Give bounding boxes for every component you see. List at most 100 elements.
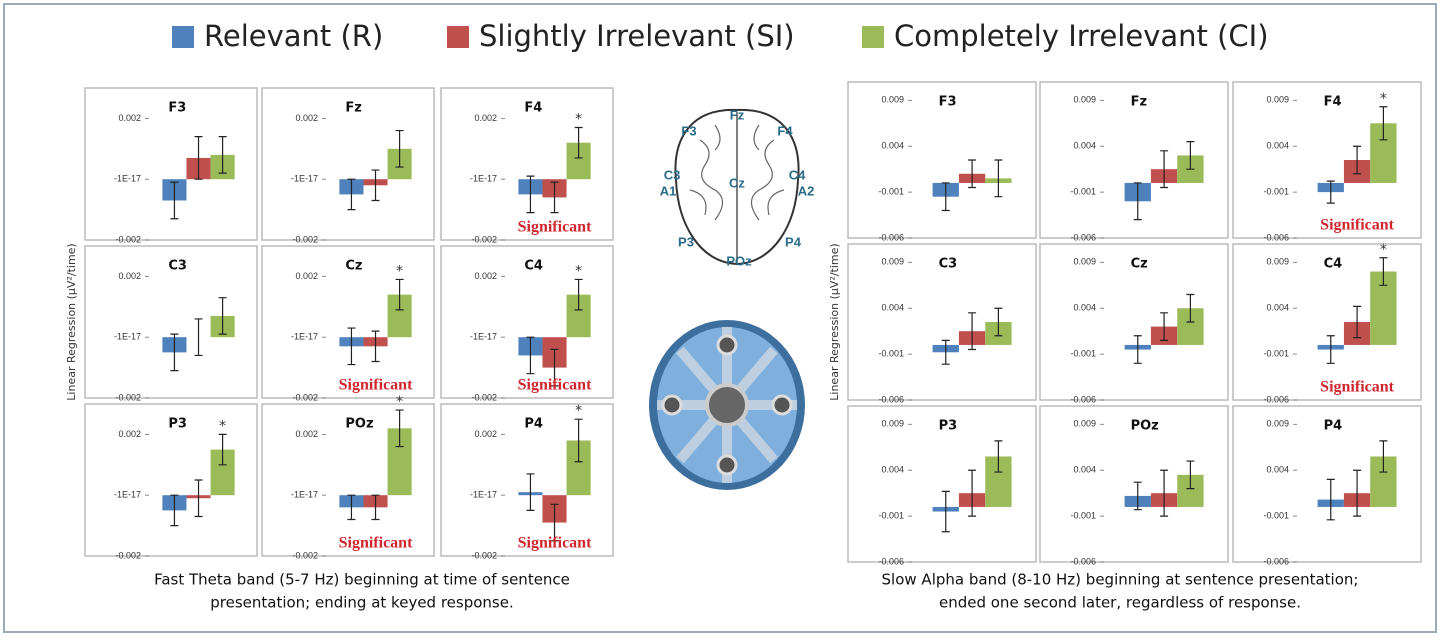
y-tick-label: -0.001 — [878, 510, 904, 520]
error-bar — [994, 307, 1003, 337]
y-tick-label: 0.004 — [881, 141, 904, 151]
y-tick-label: 0.004 — [1266, 303, 1289, 313]
error-bar — [347, 494, 356, 521]
legend-label: Slightly Irrelevant (SI) — [479, 19, 795, 53]
y-tick-label: -1E-17 — [291, 490, 318, 500]
y-tick-label: -0.001 — [1263, 348, 1289, 358]
subplot: 0.009 0.004 -0.001 -0.006 P3 — [847, 405, 1037, 566]
subplot: 0.002 -1E-17 -0.002 Fz — [261, 87, 435, 244]
error-bar — [1133, 182, 1142, 221]
y-tick-label: 0.009 — [881, 257, 904, 267]
electrode-label: C4 — [789, 167, 806, 182]
y-tick-label: -1E-17 — [114, 490, 141, 500]
y-tick-label: -0.002 — [292, 392, 318, 402]
subplot: 0.002 -1E-17 -0.002 C3 — [84, 245, 258, 402]
cap-photo — [649, 320, 805, 490]
subplot: 0.002 -1E-17 -0.002 POz * Significant — [261, 394, 435, 560]
error-bar — [968, 312, 977, 351]
y-tick-label: -0.001 — [878, 186, 904, 196]
subplot-title: Fz — [345, 101, 361, 116]
subplot-frame — [847, 81, 1037, 239]
y-tick-label: -1E-17 — [291, 332, 318, 342]
error-bar — [550, 181, 559, 214]
error-bar — [1186, 141, 1195, 170]
y-tick-label: -1E-17 — [114, 174, 141, 184]
electrode-label: A2 — [798, 183, 815, 198]
subplot-title: Fz — [1131, 95, 1147, 110]
electrode-label: Cz — [729, 175, 745, 190]
y-tick-label: -0.002 — [292, 550, 318, 560]
y-tick-label: 0.009 — [1266, 419, 1289, 429]
error-bar — [1186, 293, 1195, 323]
y-tick-label: 0.009 — [881, 419, 904, 429]
error-bar — [968, 159, 977, 189]
electrode-label: A1 — [660, 183, 677, 198]
y-tick-label: 0.004 — [881, 303, 904, 313]
subplot: 0.002 -1E-17 -0.002 F4 * Significant — [440, 87, 614, 244]
electrode-label: F3 — [681, 123, 696, 138]
error-bar — [968, 469, 977, 517]
y-tick-label: 0.004 — [1073, 141, 1096, 151]
error-bar — [1379, 257, 1388, 286]
error-bar — [395, 409, 404, 448]
y-tick-label: -0.002 — [115, 392, 141, 402]
y-tick-label: 0.002 — [118, 429, 141, 439]
y-tick-label: -0.002 — [471, 234, 497, 244]
subplot: 0.009 0.004 -0.001 -0.006 C3 — [847, 243, 1037, 404]
significance-label: Significant — [518, 219, 592, 236]
y-tick-label: -0.006 — [878, 232, 904, 242]
subplot: 0.002 -1E-17 -0.002 P3 * — [84, 403, 258, 560]
significance-star: * — [219, 418, 226, 434]
legend-label: Relevant (R) — [204, 19, 383, 53]
legend-label: Completely Irrelevant (CI) — [894, 19, 1269, 53]
error-bar — [994, 440, 1003, 473]
subplot-title: P3 — [939, 419, 958, 434]
y-tick-label: 0.009 — [1266, 95, 1289, 105]
subplot-title: F4 — [1324, 95, 1342, 110]
legend-swatch — [447, 26, 469, 48]
y-tick-label: -1E-17 — [470, 174, 497, 184]
subplot-title: F3 — [168, 101, 186, 116]
electrode-label: Fz — [730, 107, 745, 122]
caption: Slow Alpha band (8-10 Hz) beginning at s… — [882, 571, 1359, 589]
subplot: 0.002 -1E-17 -0.002 C4 * Significant — [440, 245, 614, 402]
caption: ended one second later, regardless of re… — [939, 594, 1301, 612]
caption: presentation; ending at keyed response. — [210, 594, 514, 612]
error-bar — [1326, 335, 1335, 364]
electrode-label: P4 — [785, 234, 802, 249]
y-tick-label: -0.002 — [115, 550, 141, 560]
significance-star: * — [396, 394, 403, 410]
y-tick-label: 0.002 — [118, 271, 141, 281]
y-axis-label: Linear Regression (μV²/time) — [828, 243, 841, 400]
significance-star: * — [396, 263, 403, 279]
y-tick-label: 0.004 — [1266, 141, 1289, 151]
error-bar — [194, 479, 203, 518]
significance-label: Significant — [1320, 217, 1394, 234]
electrode-label: P3 — [678, 234, 694, 249]
significance-star: * — [1380, 242, 1387, 258]
error-bar — [941, 339, 950, 365]
subplot: 0.009 0.004 -0.001 -0.006 Cz — [1039, 243, 1229, 404]
significance-star: * — [575, 403, 582, 419]
subplot-frame — [440, 245, 614, 399]
caption: Fast Theta band (5-7 Hz) beginning at ti… — [154, 571, 570, 589]
y-tick-label: -1E-17 — [291, 174, 318, 184]
y-tick-label: -0.002 — [471, 392, 497, 402]
y-tick-label: 0.009 — [1073, 257, 1096, 267]
y-tick-label: 0.009 — [1266, 257, 1289, 267]
significance-label: Significant — [518, 377, 592, 394]
error-bar — [395, 129, 404, 168]
error-bar — [218, 433, 227, 466]
error-bar — [574, 418, 583, 463]
y-tick-label: 0.002 — [474, 429, 497, 439]
error-bar — [1133, 481, 1142, 511]
subplot: 0.009 0.004 -0.001 -0.006 Fz — [1039, 81, 1229, 242]
y-tick-label: 0.002 — [295, 271, 318, 281]
y-tick-label: 0.002 — [295, 113, 318, 123]
subplot: 0.009 0.004 -0.001 -0.006 F4 * Significant — [1232, 81, 1422, 242]
y-axis-label: Linear Regression (μV²/time) — [65, 243, 78, 400]
error-bar — [550, 348, 559, 387]
significance-label: Significant — [339, 535, 413, 552]
error-bar — [574, 126, 583, 159]
subplot: 0.009 0.004 -0.001 -0.006 C4 * Significant — [1232, 242, 1422, 404]
